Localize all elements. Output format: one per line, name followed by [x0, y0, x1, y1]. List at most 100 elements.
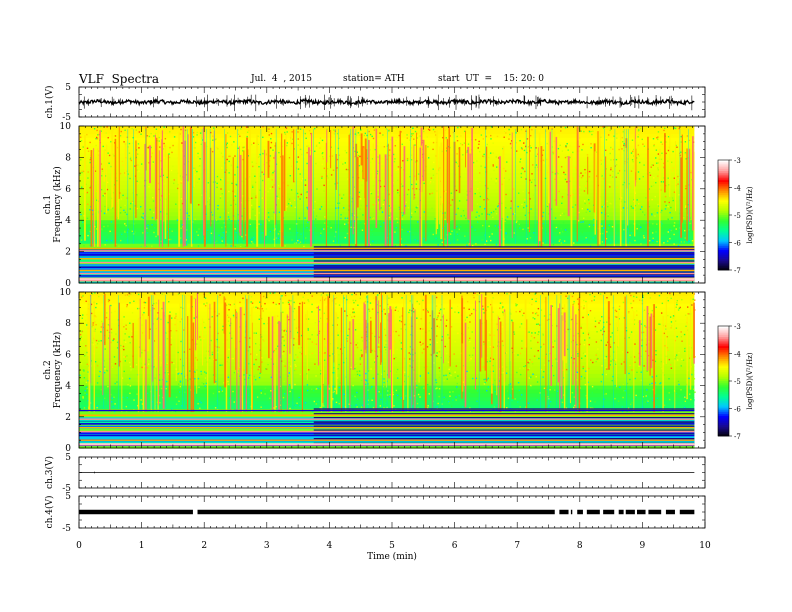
spectrogram-cell	[580, 221, 582, 223]
spectrogram-cell	[481, 239, 483, 241]
spectrogram-cell	[463, 142, 466, 144]
spectrogram-cell	[433, 161, 435, 164]
spectrogram-cell	[408, 311, 410, 314]
spectrogram-cell	[132, 201, 134, 204]
spectrogram-cell	[630, 170, 633, 172]
spectrogram-cell	[381, 211, 384, 213]
spectrogram-cell	[138, 147, 140, 149]
spectrogram-cell	[280, 323, 283, 325]
spectrogram-cell	[243, 313, 246, 316]
spectrogram-cell	[306, 206, 308, 209]
spectrogram-cell	[251, 184, 254, 187]
spectrogram-cell	[79, 239, 695, 245]
spectrogram-cell	[670, 325, 673, 327]
spectrogram-cell	[206, 229, 209, 231]
spectrogram-cell	[515, 150, 518, 152]
spectrogram-cell	[558, 190, 560, 193]
spectrogram-cell	[546, 142, 548, 145]
spectrogram-cell	[170, 293, 173, 296]
spectrogram-cell	[554, 178, 556, 181]
spectrogram-cell	[675, 392, 678, 395]
spectrogram-cell	[290, 205, 293, 207]
spectrogram-cell	[368, 310, 371, 312]
spectrogram-cell	[246, 135, 248, 138]
spectrogram-cell	[276, 315, 279, 317]
spectrogram-cell	[584, 126, 586, 128]
spectrogram-cell	[584, 172, 587, 174]
spectrogram-cell	[116, 341, 119, 344]
spectrogram-cell	[220, 152, 223, 154]
spectrogram-cell	[283, 367, 286, 369]
spectrogram-cell	[79, 231, 695, 237]
spectrogram-cell	[691, 373, 693, 376]
spectrogram-cell	[390, 139, 392, 141]
spectrogram-cell	[392, 127, 394, 129]
spectrogram-cell	[126, 355, 128, 357]
spectrogram-cell	[96, 342, 99, 345]
spectrogram-cell	[450, 204, 452, 206]
spectrogram-cell	[300, 180, 303, 182]
spectrogram-cell	[315, 375, 317, 377]
spectrogram-cell	[552, 243, 555, 246]
spectrogram-cell	[409, 309, 411, 311]
spectrogram-cell	[647, 127, 649, 129]
spectrogram-cell	[409, 230, 411, 233]
spectrogram-cell	[300, 233, 302, 235]
spectrogram-cell	[403, 371, 406, 373]
spectrogram-cell	[488, 156, 490, 159]
spectrogram-cell	[270, 132, 273, 135]
spectrogram-cell	[670, 161, 673, 164]
spectrogram-cell	[244, 214, 246, 216]
spectrogram-cell	[363, 178, 365, 180]
spectrogram-cell	[555, 226, 558, 229]
spectrogram-cell	[303, 228, 305, 230]
spectrogram-cell	[631, 369, 633, 371]
spectrogram-cell	[297, 196, 300, 198]
spectrogram-cell	[274, 292, 276, 294]
spectrogram-cell	[422, 186, 425, 188]
spectrogram-cell	[394, 231, 396, 233]
spectrogram-cell	[693, 388, 695, 391]
spectrogram-cell	[105, 369, 108, 372]
spectrogram-cell	[106, 188, 109, 191]
spectrogram-cell	[293, 337, 295, 340]
spectrogram-cell	[79, 174, 81, 176]
spectrogram-cell	[157, 312, 159, 314]
spectrogram-cell	[470, 313, 473, 315]
spectrogram-cell	[559, 298, 561, 301]
spectrogram-cell	[133, 300, 135, 302]
spectrogram-cell	[86, 324, 88, 326]
spectrogram-cell	[177, 383, 180, 385]
spectrogram-cell	[92, 150, 94, 153]
spectrogram-cell	[90, 343, 93, 346]
spectrogram-cell	[96, 137, 99, 140]
spectrogram-cell	[655, 375, 658, 377]
spectrogram-cell	[136, 180, 138, 183]
spectrogram-cell	[121, 160, 124, 163]
spectrogram-cell	[450, 374, 452, 377]
spectrogram-cell	[219, 295, 221, 297]
spectrogram-cell	[323, 400, 326, 402]
spectrogram-cell	[605, 373, 607, 376]
spectrogram-cell	[501, 366, 504, 368]
spectrogram-cell	[192, 186, 194, 188]
spectrogram-cell	[493, 334, 495, 337]
spectrogram-cell	[560, 198, 562, 200]
spectrogram-cell	[383, 328, 386, 331]
spectrogram-cell	[582, 352, 585, 354]
spectrogram-cell	[588, 367, 590, 370]
spectrogram-cell	[668, 398, 671, 401]
spectrogram-cell	[143, 311, 145, 314]
spectrogram-cell	[636, 314, 638, 316]
spectrogram-cell	[429, 180, 432, 183]
spectrogram-cell	[277, 237, 279, 239]
spectrogram-cell	[369, 133, 372, 136]
spectrogram-cell	[89, 141, 91, 144]
spectrogram-cell	[166, 337, 169, 340]
spectrogram-cell	[604, 149, 607, 152]
spectrogram-cell	[176, 219, 179, 221]
spectrogram-cell	[240, 128, 242, 130]
spectrogram-cell	[168, 193, 170, 195]
spectrogram-cell	[602, 227, 605, 229]
spectrogram-cell	[289, 175, 291, 177]
